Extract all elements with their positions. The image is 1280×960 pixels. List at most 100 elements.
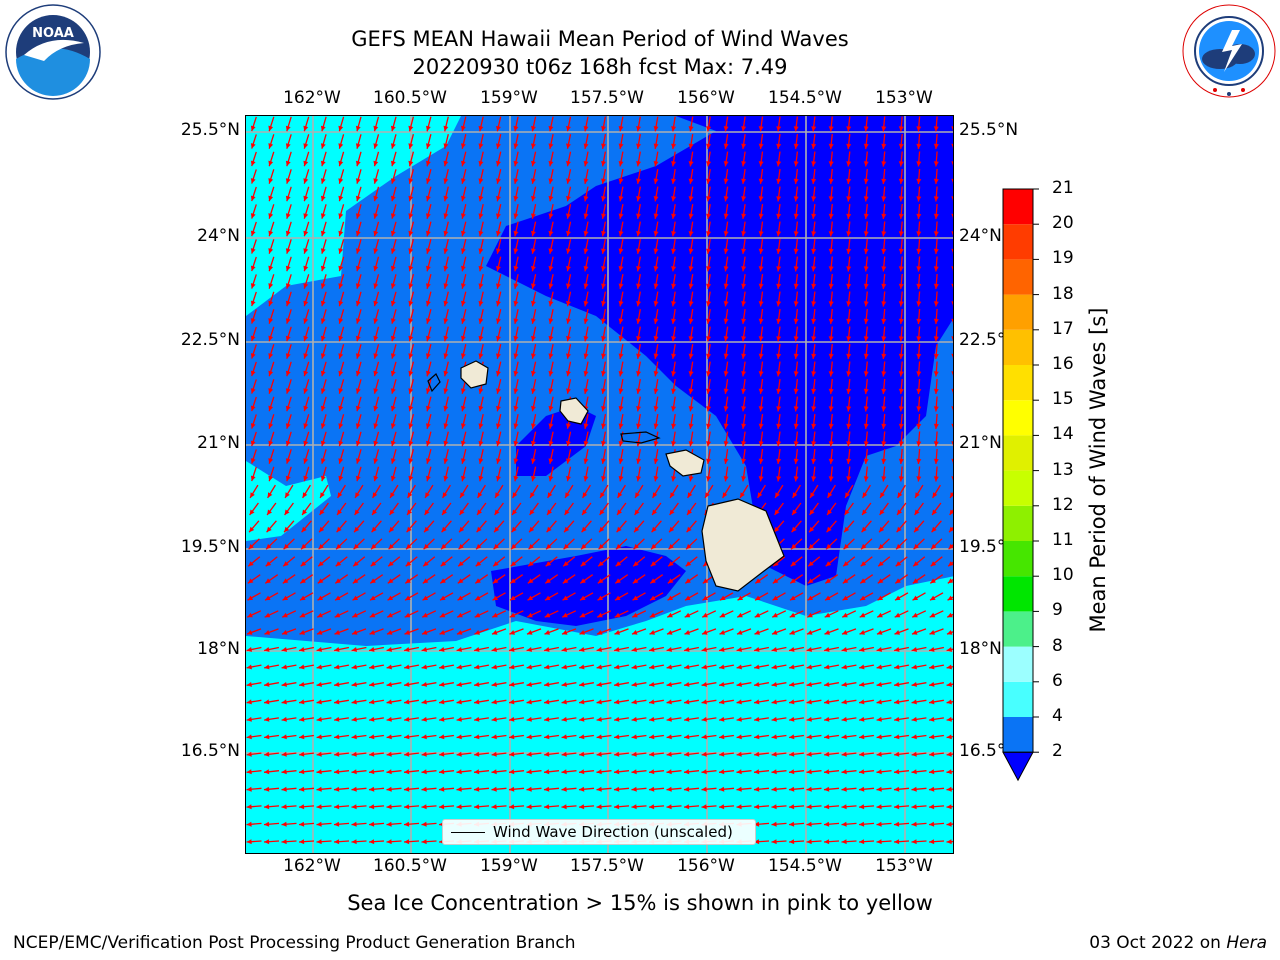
wind-wave-arrow [443, 466, 449, 482]
wind-wave-arrow [338, 414, 345, 429]
wind-wave-arrow [933, 361, 939, 377]
wind-wave-arrow [618, 308, 624, 325]
wind-wave-arrow [320, 204, 327, 219]
wind-wave-arrow [438, 804, 455, 810]
wind-wave-arrow [741, 414, 747, 429]
wind-wave-arrow [513, 186, 519, 202]
wind-wave-arrow [811, 326, 817, 342]
wind-wave-arrow [701, 628, 717, 635]
wind-wave-arrow [914, 502, 924, 516]
wind-wave-arrow [828, 378, 834, 395]
wind-wave-arrow [373, 151, 380, 167]
wind-wave-arrow [408, 326, 415, 342]
wind-wave-arrow [898, 256, 904, 272]
wind-wave-arrow [303, 116, 310, 132]
wind-wave-arrow [566, 326, 572, 342]
wind-wave-arrow [268, 274, 275, 289]
wind-wave-arrow [583, 168, 589, 185]
wind-wave-arrow [461, 221, 467, 237]
wind-wave-arrow [911, 804, 927, 810]
wind-wave-arrow [267, 484, 276, 499]
wind-wave-arrow [671, 203, 677, 220]
wind-wave-arrow [879, 502, 889, 516]
wind-wave-arrow [671, 133, 677, 150]
wind-wave-arrow [776, 466, 782, 482]
wind-wave-arrow [613, 682, 630, 687]
lon-tick-top: 162°W [283, 88, 341, 108]
wind-wave-arrow [316, 716, 332, 722]
wind-wave-arrow [404, 628, 419, 635]
wind-wave-arrow [863, 273, 869, 290]
wind-wave-arrow [601, 308, 607, 325]
wind-wave-arrow [701, 664, 717, 670]
wind-wave-arrow [841, 664, 857, 670]
wind-wave-arrow [684, 592, 699, 601]
wind-wave-arrow [529, 484, 539, 499]
wind-wave-arrow [876, 821, 892, 827]
wind-wave-arrow [736, 682, 752, 687]
wind-wave-arrow [788, 839, 805, 845]
wind-wave-arrow [687, 484, 696, 499]
wind-wave-arrow [561, 628, 577, 635]
wind-wave-arrow [335, 556, 348, 567]
wind-wave-arrow [863, 343, 869, 360]
wind-wave-arrow [894, 610, 909, 618]
wind-wave-arrow [788, 804, 805, 810]
wind-wave-arrow [753, 664, 770, 670]
wind-wave-arrow [951, 371, 953, 377]
wind-wave-arrow [811, 204, 817, 219]
wind-wave-arrow [566, 274, 572, 289]
wind-wave-arrow [771, 628, 787, 635]
wind-wave-arrow [478, 431, 484, 447]
wind-wave-arrow [247, 574, 261, 584]
wind-wave-arrow [456, 786, 472, 792]
wind-wave-arrow [369, 628, 384, 635]
wind-wave-arrow [298, 682, 315, 687]
wind-wave-arrow [618, 256, 624, 272]
wind-wave-arrow [403, 664, 420, 670]
wind-wave-arrow [631, 716, 647, 722]
wind-wave-arrow [618, 116, 624, 132]
wind-wave-arrow [618, 378, 624, 395]
wind-wave-arrow [631, 786, 647, 792]
wind-wave-arrow [408, 186, 415, 202]
wind-wave-arrow [683, 682, 700, 687]
wind-wave-arrow [753, 699, 770, 705]
wind-wave-arrow [281, 734, 297, 740]
wind-wave-arrow [596, 646, 612, 652]
wind-wave-arrow [671, 256, 677, 272]
wind-wave-arrow [513, 256, 519, 272]
wind-wave-arrow [631, 699, 647, 705]
wind-wave-arrow [951, 423, 953, 429]
wind-wave-arrow [776, 396, 782, 412]
wind-wave-arrow [369, 751, 384, 757]
wind-wave-arrow [928, 804, 945, 810]
wind-wave-arrow [421, 804, 437, 810]
wind-wave-arrow [911, 682, 927, 687]
wind-wave-arrow [596, 769, 612, 775]
wind-wave-arrow [929, 592, 944, 601]
wind-wave-arrow [736, 699, 752, 705]
wind-wave-arrow [719, 716, 734, 722]
wind-wave-arrow [771, 646, 787, 652]
wind-wave-arrow [250, 431, 257, 447]
wind-wave-arrow [667, 556, 681, 567]
wind-wave-arrow [618, 238, 624, 255]
wind-wave-arrow [881, 343, 887, 360]
wind-wave-arrow [846, 256, 852, 272]
wind-wave-arrow [281, 699, 297, 705]
wind-wave-arrow [281, 628, 297, 635]
wind-wave-arrow [387, 556, 401, 567]
wind-wave-arrow [636, 168, 641, 185]
wind-wave-arrow [264, 628, 279, 635]
wind-wave-arrow [809, 502, 819, 516]
wind-wave-arrow [806, 821, 822, 827]
wind-wave-arrow [599, 502, 609, 516]
wind-wave-arrow [351, 786, 367, 792]
wind-wave-arrow [583, 273, 589, 290]
wind-wave-arrow [933, 133, 939, 150]
wind-wave-arrow [719, 592, 734, 601]
wind-wave-arrow [951, 213, 953, 219]
wind-wave-arrow [881, 256, 887, 272]
wind-wave-arrow [758, 116, 764, 132]
